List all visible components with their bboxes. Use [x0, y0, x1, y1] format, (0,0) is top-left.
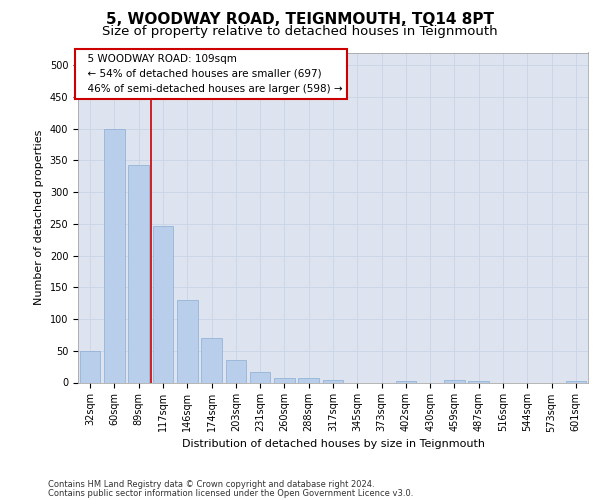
- Bar: [177, 300, 197, 382]
- Bar: [226, 360, 246, 382]
- Bar: [104, 128, 125, 382]
- Text: 5 WOODWAY ROAD: 109sqm
  ← 54% of detached houses are smaller (697)
  46% of sem: 5 WOODWAY ROAD: 109sqm ← 54% of detached…: [80, 54, 342, 94]
- Bar: [250, 372, 271, 382]
- Bar: [201, 338, 222, 382]
- Text: 5, WOODWAY ROAD, TEIGNMOUTH, TQ14 8PT: 5, WOODWAY ROAD, TEIGNMOUTH, TQ14 8PT: [106, 12, 494, 28]
- Bar: [128, 165, 149, 382]
- Text: Contains public sector information licensed under the Open Government Licence v3: Contains public sector information licen…: [48, 488, 413, 498]
- Bar: [80, 351, 100, 382]
- X-axis label: Distribution of detached houses by size in Teignmouth: Distribution of detached houses by size …: [182, 438, 485, 448]
- Bar: [152, 226, 173, 382]
- Bar: [395, 381, 416, 382]
- Bar: [469, 380, 489, 382]
- Bar: [274, 378, 295, 382]
- Text: Size of property relative to detached houses in Teignmouth: Size of property relative to detached ho…: [102, 25, 498, 38]
- Bar: [323, 380, 343, 382]
- Bar: [566, 380, 586, 382]
- Bar: [444, 380, 465, 382]
- Text: Contains HM Land Registry data © Crown copyright and database right 2024.: Contains HM Land Registry data © Crown c…: [48, 480, 374, 489]
- Y-axis label: Number of detached properties: Number of detached properties: [34, 130, 44, 305]
- Bar: [298, 378, 319, 382]
